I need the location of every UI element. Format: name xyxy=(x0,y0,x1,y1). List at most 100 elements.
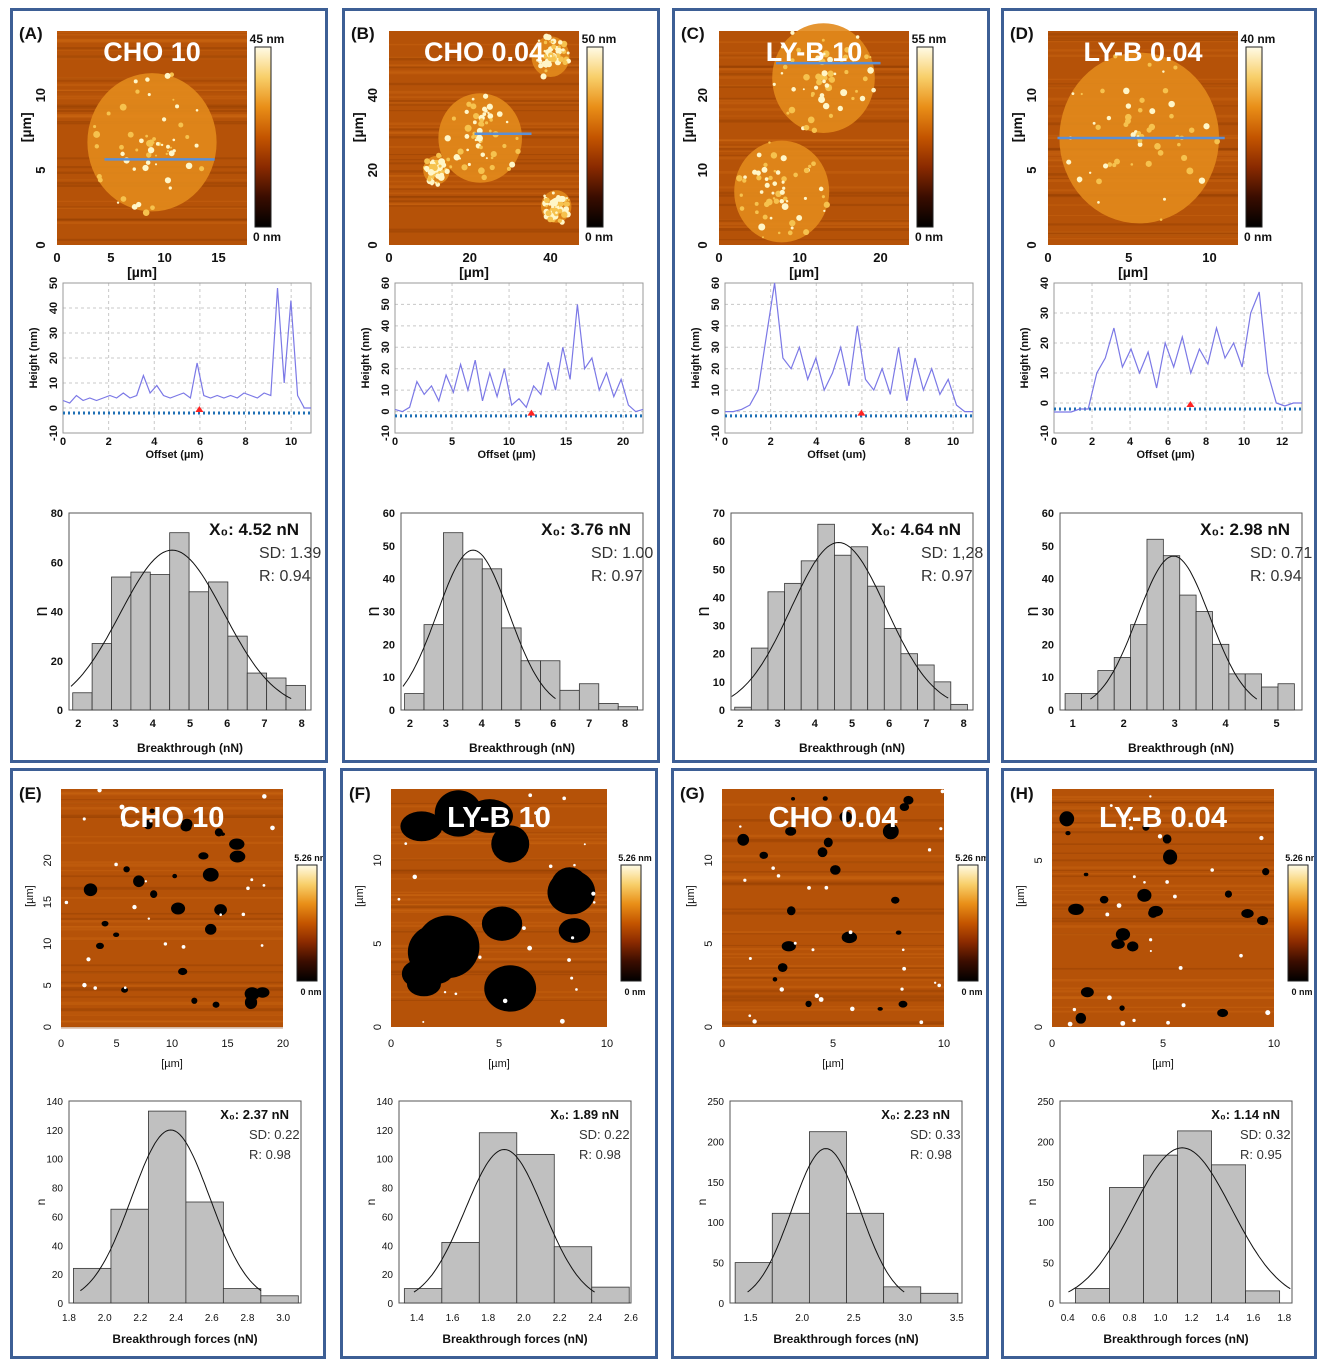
hist-bar xyxy=(1212,643,1230,711)
gaussian-fit xyxy=(1090,555,1258,700)
hist-x-tick: 1.8 xyxy=(62,1313,76,1324)
hist-y-tick: 10 xyxy=(383,672,395,684)
hist-x-tick: 7 xyxy=(261,718,267,730)
gaussian-fit xyxy=(747,1148,905,1293)
stat-x0: X₀: 2.98 nN xyxy=(1200,520,1290,539)
hist-bar xyxy=(883,1286,922,1304)
hist-bar xyxy=(1211,1164,1246,1304)
hist-x-tick: 6 xyxy=(550,718,556,730)
hist-bar xyxy=(617,706,639,711)
panel-letter: (D) xyxy=(1010,24,1034,43)
hist-y-tick: 60 xyxy=(382,1212,394,1223)
hist-y-tick: 30 xyxy=(383,607,395,619)
image-x-label: [µm] xyxy=(127,264,157,280)
colorbar xyxy=(1287,864,1309,982)
profile-x-tick: 0 xyxy=(392,436,398,448)
profile-line xyxy=(62,287,311,409)
hist-bar xyxy=(227,635,248,711)
hist-y-tick: 140 xyxy=(46,1097,63,1108)
image-title: LY-B 0.04 xyxy=(1083,37,1202,67)
image-y-label: [µm] xyxy=(1009,112,1025,142)
profile-y-tick: 40 xyxy=(1039,277,1051,289)
image-x-tick: 0 xyxy=(719,1038,725,1050)
profile-x-tick: 8 xyxy=(904,436,910,448)
hist-bar xyxy=(784,582,802,711)
image-y-label: [µm] xyxy=(350,112,366,142)
stat-sd: SD: 0.22 xyxy=(579,1127,630,1142)
image-y-tick: 0 xyxy=(695,241,710,248)
hist-bar xyxy=(1081,693,1099,711)
hist-bar xyxy=(462,558,483,711)
image-x-tick: 0 xyxy=(1044,250,1051,265)
hist-y-label: n xyxy=(695,1199,709,1206)
stat-x0: X₀: 4.64 nN xyxy=(871,520,961,539)
stat-sd: SD: 0.22 xyxy=(249,1127,300,1142)
histogram: 0 50 100 150 200 250 1.5 2.0 2.5 3.0 3.5 Breakthrou… xyxy=(695,1097,964,1346)
profile-x-tick: 0 xyxy=(60,436,66,448)
hist-bar xyxy=(559,689,580,711)
image-y-tick: 10 xyxy=(372,854,384,866)
hist-x-tick: 3 xyxy=(112,718,118,730)
panel-d: (D) LY-B 0.04 0 5 10 0 5 10 [µm] [µm] 40 nm 0 nm -10… xyxy=(1001,8,1317,763)
hist-bar xyxy=(1109,1187,1144,1304)
image-y-tick: 5 xyxy=(1033,857,1045,863)
image-y-tick: 10 xyxy=(703,854,715,866)
hist-y-tick: 50 xyxy=(1042,541,1054,553)
hist-y-tick: 60 xyxy=(1042,508,1054,520)
histogram: 0 10 20 30 40 50 60 1 2 3 4 5 Breakthrough (nN) n X₀: … xyxy=(1022,508,1312,755)
profile-x-tick: 10 xyxy=(1238,436,1250,448)
stat-sd: SD: 0.71 xyxy=(1250,545,1312,562)
image-y-tick: 20 xyxy=(42,854,54,866)
profile-x-tick: 6 xyxy=(1165,436,1171,448)
histogram: 0 20 40 60 80 100 120 140 1.8 2.0 2.2 2.4 2.6 2.8 3.0 B… xyxy=(34,1097,302,1346)
hist-y-label: n xyxy=(364,1199,378,1206)
profile-y-tick: 20 xyxy=(710,363,722,375)
hist-bar xyxy=(950,703,968,711)
image-y-tick: 0 xyxy=(33,241,48,248)
hist-y-tick: 200 xyxy=(1037,1137,1054,1148)
colorbar xyxy=(586,46,604,228)
hist-x-tick: 0.6 xyxy=(1092,1313,1106,1324)
hist-x-tick: 4 xyxy=(150,718,157,730)
image-y-tick: 20 xyxy=(695,88,710,102)
hist-y-tick: 50 xyxy=(383,541,395,553)
image-y-tick: 10 xyxy=(1024,88,1039,102)
panel-a: (A) CHO 10 0 5 10 15 0 5 10 [µm] [µm] 45 nm 0 nm -10 0… xyxy=(10,8,328,763)
image-x-tick: 10 xyxy=(166,1038,178,1050)
hist-x-tick: 1.4 xyxy=(1215,1313,1229,1324)
profile-line xyxy=(394,304,644,413)
hist-y-tick: 80 xyxy=(52,1184,64,1195)
stat-r: R: 0.98 xyxy=(249,1147,291,1162)
hist-x-tick: 5 xyxy=(1273,718,1279,730)
profile-y-tick: -10 xyxy=(380,425,392,441)
hist-bar xyxy=(1261,686,1279,711)
profile-marker xyxy=(1186,401,1195,407)
hist-y-tick: 10 xyxy=(713,677,725,689)
hist-x-tick: 1.5 xyxy=(744,1313,758,1324)
profile-y-tick: 10 xyxy=(1039,367,1051,379)
image-x-tick: 0 xyxy=(385,250,392,265)
colorbar-max: 5.26 nm xyxy=(294,853,323,863)
hist-x-tick: 1.6 xyxy=(1246,1313,1260,1324)
hist-y-tick: 40 xyxy=(51,607,63,619)
profile-y-tick: 30 xyxy=(1039,307,1051,319)
image-title: LY-B 10 xyxy=(766,37,863,67)
profile-y-tick: -10 xyxy=(710,425,722,441)
hist-x-tick: 2 xyxy=(1121,718,1127,730)
hist-x-tick: 0.4 xyxy=(1061,1313,1075,1324)
hist-bar xyxy=(73,1267,112,1304)
hist-bar xyxy=(767,591,785,711)
hist-x-label: Breakthrough forces (nN) xyxy=(112,1332,257,1346)
hist-x-tick: 2.0 xyxy=(517,1313,531,1324)
hist-bar xyxy=(149,574,171,711)
hist-x-tick: 7 xyxy=(923,718,929,730)
stat-x0: X₀: 2.37 nN xyxy=(220,1107,289,1122)
hist-y-tick: 0 xyxy=(1048,705,1054,717)
hist-y-tick: 150 xyxy=(707,1178,724,1189)
panel-letter: (G) xyxy=(680,784,705,803)
hist-x-tick: 1.2 xyxy=(1185,1313,1199,1324)
hist-x-label: Breakthrough forces (nN) xyxy=(773,1332,918,1346)
hist-y-tick: 120 xyxy=(376,1126,393,1137)
